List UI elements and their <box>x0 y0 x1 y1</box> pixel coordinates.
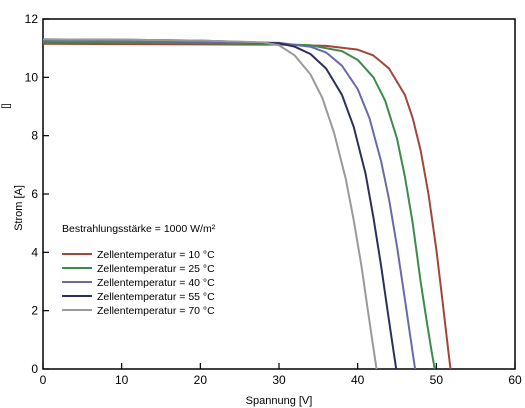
series-lines <box>42 38 452 370</box>
x-tick-label: 20 <box>194 373 208 387</box>
y-tick-label: 0 <box>31 362 38 376</box>
x-tick-label: 60 <box>508 373 522 387</box>
y-tick-label: 4 <box>31 245 38 259</box>
x-tick-label: 30 <box>272 373 286 387</box>
y-tick-label: 8 <box>31 129 38 143</box>
y-tick-label: 12 <box>25 12 39 26</box>
y-axis-label: Strom [A] <box>13 185 25 231</box>
legend-label-5: Zellentemperatur = 70 °C <box>97 305 215 317</box>
x-tick-label: 50 <box>430 373 444 387</box>
x-tick-label: 10 <box>115 373 129 387</box>
left-edge-marker: [] <box>1 103 12 109</box>
y-tick-label: 6 <box>31 187 38 201</box>
legend-title: Bestrahlungsstärke = 1000 W/m² <box>62 223 216 235</box>
y-axis-ticks: 0 2 4 6 8 10 12 <box>25 12 49 376</box>
x-axis-ticks: 0 10 20 30 40 50 60 <box>40 363 522 387</box>
legend-items: Zellentemperatur = 10 °C Zellentemperatur… <box>62 249 215 317</box>
series-line-2 <box>42 41 436 370</box>
legend: Bestrahlungsstärke = 1000 W/m² Zellentem… <box>62 223 216 317</box>
legend-label-2: Zellentemperatur = 25 °C <box>97 263 215 275</box>
legend-label-1: Zellentemperatur = 10 °C <box>97 249 215 261</box>
series-line-3 <box>42 39 417 370</box>
y-tick-label: 10 <box>25 70 39 84</box>
legend-label-4: Zellentemperatur = 55 °C <box>97 291 215 303</box>
series-line-5 <box>42 38 378 370</box>
series-line-4 <box>42 38 398 370</box>
y-tick-label: 2 <box>31 304 38 318</box>
x-axis-label: Spannung [V] <box>246 395 313 407</box>
legend-label-3: Zellentemperatur = 40 °C <box>97 277 215 289</box>
x-tick-label: 0 <box>40 373 47 387</box>
x-tick-label: 40 <box>351 373 365 387</box>
